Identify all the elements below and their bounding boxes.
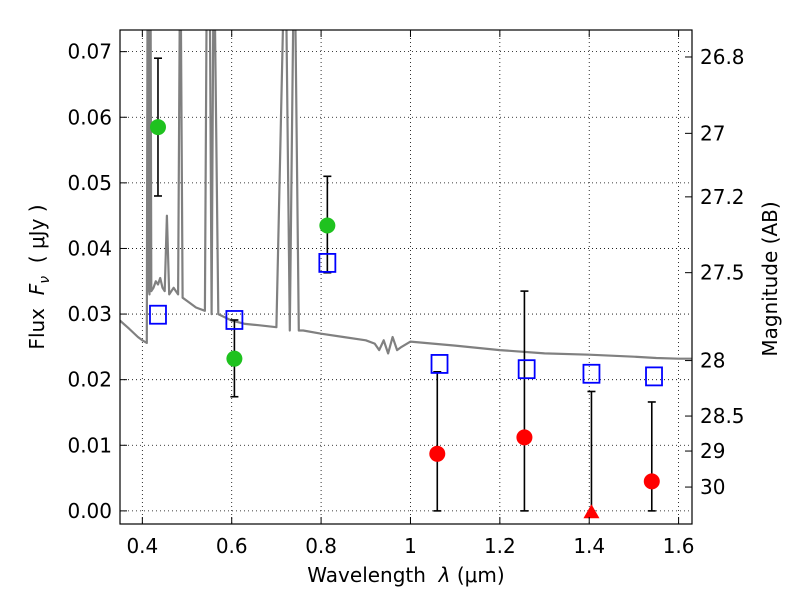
model-point [225, 310, 244, 330]
model-point [582, 363, 601, 384]
mag-tick-label: 30 [700, 475, 725, 499]
error-bars [153, 57, 656, 512]
detection-point [319, 217, 336, 234]
axis-ticks: 0.4 0.6 0.8 1 1.2 1.4 1.6 0.00 0.01 0.02 0.03 0.04 0… [67, 30, 745, 558]
y-tick-label: 0.00 [67, 499, 112, 523]
x-tick-label: 1 [404, 534, 417, 558]
grid [120, 30, 692, 524]
y-tick-label: 0.01 [67, 433, 112, 457]
upper-limit-marker [583, 504, 600, 519]
y-tick-label: 0.02 [67, 368, 112, 392]
model-point [430, 354, 449, 374]
mag-tick-label: 26.8 [700, 45, 745, 69]
model-point [149, 304, 167, 325]
model-point [645, 366, 663, 387]
y-axis-title: Flux Fν ( μJy ) [25, 204, 53, 349]
x-tick-label: 0.4 [126, 534, 158, 558]
mag-tick-label: 28.5 [700, 404, 745, 428]
mag-tick-label: 29 [700, 439, 725, 463]
y-tick-label: 0.07 [67, 40, 112, 64]
plot-frame [119, 29, 693, 525]
lowsn-point [643, 473, 660, 490]
lowsn-point [516, 429, 533, 446]
detection-point [226, 350, 243, 367]
y-tick-label: 0.06 [67, 105, 112, 129]
x-tick-label: 1.6 [663, 534, 695, 558]
mag-tick-label: 28 [700, 349, 725, 373]
y-tick-label: 0.04 [67, 236, 112, 260]
x-tick-label: 1.4 [573, 534, 605, 558]
x-tick-label: 0.6 [216, 534, 248, 558]
mag-tick-label: 27 [700, 121, 725, 145]
x-tick-label: 0.8 [305, 534, 337, 558]
mag-tick-label: 27.2 [700, 185, 745, 209]
model-point [517, 359, 536, 380]
y-tick-label: 0.03 [67, 302, 112, 326]
x-axis-title: Wavelength λ (μm) [307, 563, 504, 587]
data-points [149, 119, 663, 519]
y-tick-label: 0.05 [67, 171, 112, 195]
y2-axis-title: Magnitude (AB) [758, 201, 782, 356]
x-tick-label: 1.2 [484, 534, 516, 558]
template-spectrum [120, 30, 692, 360]
lowsn-point [429, 445, 446, 462]
detection-point [149, 119, 166, 136]
template-spectrum-line [120, 30, 692, 360]
mag-tick-label: 27.5 [700, 261, 745, 285]
model-point [318, 252, 337, 273]
